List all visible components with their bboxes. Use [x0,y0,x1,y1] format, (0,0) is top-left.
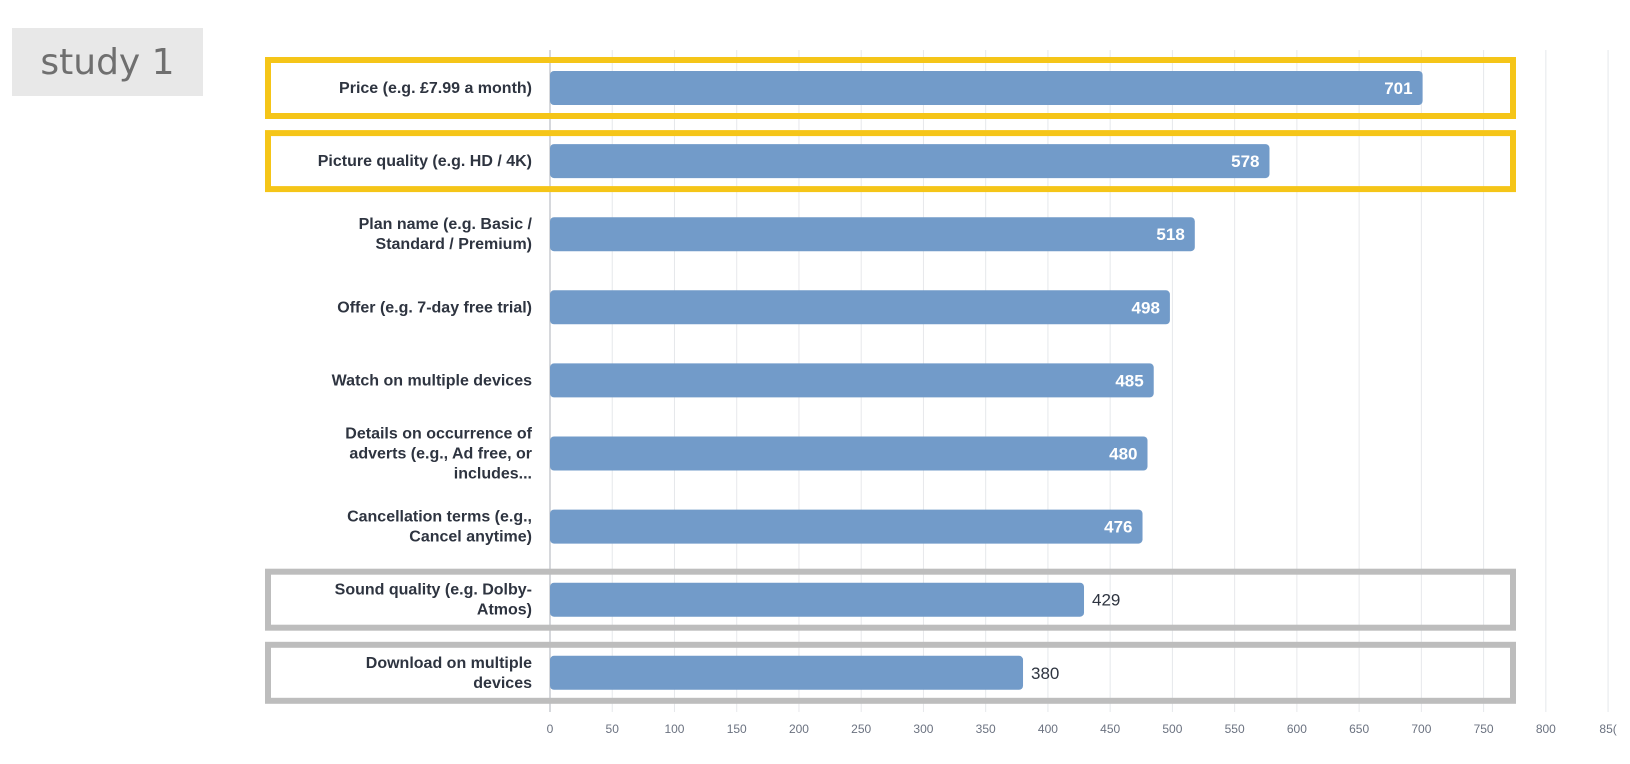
highlight-frame [265,130,1516,193]
x-tick-label: 350 [976,722,996,736]
x-tick-label: 700 [1411,722,1431,736]
study-tag-label: study 1 [40,41,175,83]
bar-value-label: 476 [1104,518,1132,537]
bar [550,144,1270,179]
bar-value-label: 380 [1031,664,1059,683]
category-label: Plan name (e.g. Basic / Standard / Premiu… [359,216,533,253]
x-tick-label: 300 [913,722,933,736]
bar [550,509,1143,544]
category-label: Cancellation terms (e.g., Cancel anytime) [347,509,532,546]
x-tick-label: 85( [1599,722,1616,736]
bar [550,71,1423,105]
category-label: Offer (e.g. 7-day free trial) [337,299,532,316]
bar [550,217,1195,252]
category-label: Sound quality (e.g. Dolby-Atmos) [335,582,532,619]
highlight-frame [265,568,1516,631]
bar [550,582,1085,617]
bar-value-label: 518 [1156,225,1184,244]
bar [550,436,1148,471]
x-tick-label: 750 [1474,722,1494,736]
category-label: Details on occurrence of adverts (e.g., A… [345,426,532,483]
x-tick-label: 550 [1225,722,1245,736]
bar [550,290,1170,325]
study-tag: study 1 [12,28,203,96]
bar-value-label: 485 [1115,371,1143,390]
x-tick-label: 150 [727,722,747,736]
x-tick-label: 100 [664,722,684,736]
x-tick-label: 650 [1349,722,1369,736]
bar [550,363,1154,398]
x-tick-label: 800 [1536,722,1556,736]
x-tick-label: 400 [1038,722,1058,736]
category-label: Download on multiple devices [366,655,532,692]
category-label: Watch on multiple devices [332,372,532,389]
highlight-frame [265,57,1516,119]
highlight-frame [265,641,1516,704]
bar-value-label: 498 [1132,298,1160,317]
x-tick-label: 250 [851,722,871,736]
x-tick-label: 500 [1162,722,1182,736]
bar-value-label: 480 [1109,445,1137,464]
x-tick-label: 0 [547,722,554,736]
x-tick-label: 50 [606,722,620,736]
x-tick-label: 600 [1287,722,1307,736]
category-label: Price (e.g. £7.99 a month) [339,80,532,97]
bar-value-label: 578 [1231,152,1259,171]
x-tick-label: 450 [1100,722,1120,736]
bar [550,655,1024,690]
x-tick-label: 200 [789,722,809,736]
category-label: Picture quality (e.g. HD / 4K) [318,153,532,170]
bar-value-label: 701 [1384,79,1412,98]
bar-value-label: 429 [1092,591,1120,610]
